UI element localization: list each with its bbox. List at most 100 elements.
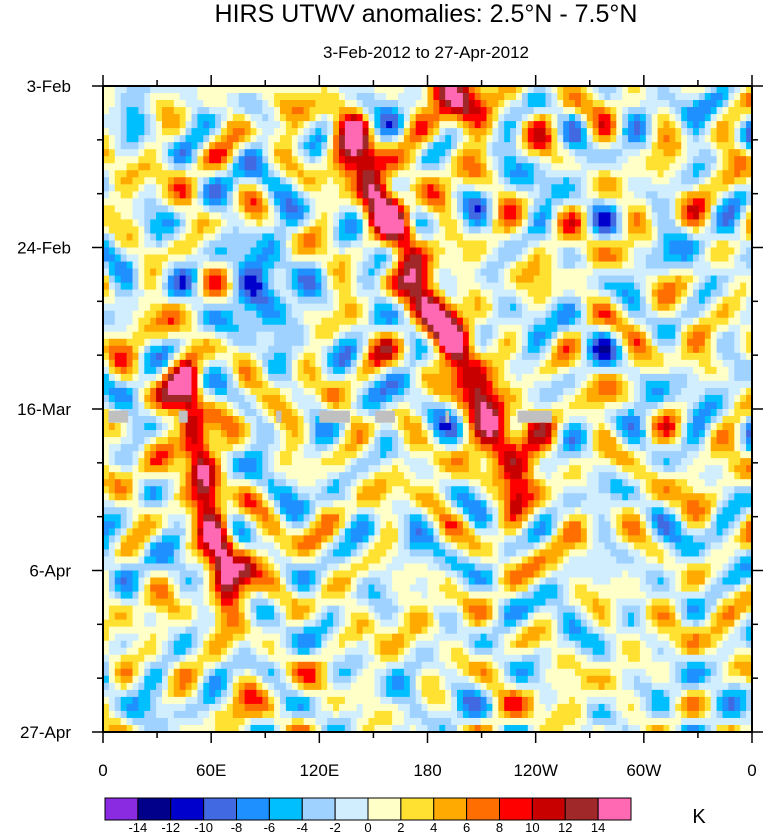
anomaly-cell bbox=[592, 254, 600, 263]
anomaly-cell bbox=[173, 226, 181, 235]
anomaly-cell bbox=[539, 100, 547, 108]
anomaly-cell bbox=[120, 373, 128, 382]
anomaly-cell bbox=[327, 268, 334, 277]
anomaly-cell bbox=[150, 247, 157, 256]
anomaly-cell bbox=[628, 135, 635, 143]
anomaly-cell bbox=[415, 135, 423, 143]
anomaly-cell bbox=[439, 205, 446, 213]
anomaly-cell bbox=[557, 310, 564, 319]
anomaly-cell bbox=[521, 156, 529, 164]
anomaly-cell bbox=[604, 233, 611, 242]
anomaly-cell bbox=[250, 240, 257, 249]
anomaly-cell bbox=[250, 219, 257, 228]
anomaly-cell bbox=[693, 331, 700, 340]
anomaly-cell bbox=[746, 296, 753, 305]
anomaly-cell bbox=[327, 282, 334, 291]
anomaly-cell bbox=[433, 247, 440, 256]
anomaly-cell bbox=[250, 338, 257, 347]
anomaly-cell bbox=[616, 219, 623, 228]
anomaly-cell bbox=[492, 338, 499, 347]
anomaly-cell bbox=[315, 373, 322, 382]
anomaly-cell bbox=[150, 100, 157, 108]
anomaly-cell bbox=[462, 359, 470, 368]
anomaly-cell bbox=[669, 310, 676, 319]
anomaly-cell bbox=[510, 198, 517, 206]
anomaly-cell bbox=[639, 296, 647, 305]
anomaly-cell bbox=[403, 317, 411, 326]
anomaly-cell bbox=[144, 121, 151, 129]
anomaly-cell bbox=[539, 163, 547, 171]
anomaly-cell bbox=[639, 128, 647, 136]
anomaly-cell bbox=[285, 226, 293, 235]
anomaly-cell bbox=[144, 184, 151, 192]
anomaly-cell bbox=[722, 121, 729, 129]
anomaly-cell bbox=[215, 254, 222, 263]
anomaly-cell bbox=[457, 310, 464, 319]
anomaly-cell bbox=[598, 135, 606, 143]
anomaly-cell bbox=[675, 184, 682, 192]
anomaly-cell bbox=[244, 184, 252, 192]
anomaly-cell bbox=[486, 345, 493, 354]
anomaly-cell bbox=[439, 261, 446, 270]
anomaly-cell bbox=[628, 310, 635, 319]
anomaly-cell bbox=[439, 296, 446, 305]
anomaly-cell bbox=[439, 373, 446, 382]
anomaly-cell bbox=[728, 282, 735, 291]
anomaly-cell bbox=[409, 296, 417, 305]
anomaly-cell bbox=[569, 310, 576, 319]
anomaly-cell bbox=[144, 331, 151, 340]
anomaly-cell bbox=[492, 345, 499, 354]
anomaly-cell bbox=[710, 387, 718, 396]
anomaly-cell bbox=[545, 191, 552, 199]
anomaly-cell bbox=[628, 352, 635, 361]
anomaly-cell bbox=[433, 135, 440, 143]
anomaly-cell bbox=[386, 387, 393, 396]
anomaly-cell bbox=[162, 93, 169, 101]
anomaly-cell bbox=[622, 331, 629, 340]
anomaly-cell bbox=[291, 373, 299, 382]
anomaly-cell bbox=[675, 86, 682, 94]
anomaly-cell bbox=[657, 394, 665, 403]
anomaly-cell bbox=[628, 219, 635, 228]
anomaly-cell bbox=[150, 352, 157, 361]
anomaly-cell bbox=[156, 387, 163, 396]
anomaly-cell bbox=[580, 247, 588, 256]
anomaly-cell bbox=[291, 86, 299, 94]
anomaly-cell bbox=[622, 135, 629, 143]
anomaly-cell bbox=[516, 142, 523, 150]
anomaly-cell bbox=[551, 93, 558, 101]
anomaly-cell bbox=[462, 170, 470, 178]
anomaly-cell bbox=[722, 366, 729, 375]
anomaly-cell bbox=[262, 121, 269, 129]
anomaly-cell bbox=[521, 170, 529, 178]
anomaly-cell bbox=[657, 359, 665, 368]
anomaly-cell bbox=[380, 261, 387, 270]
anomaly-cell bbox=[569, 184, 576, 192]
anomaly-cell bbox=[468, 226, 476, 235]
anomaly-cell bbox=[262, 254, 269, 263]
anomaly-cell bbox=[598, 247, 606, 256]
anomaly-cell bbox=[179, 345, 187, 354]
anomaly-cell bbox=[103, 184, 110, 192]
anomaly-cell bbox=[645, 198, 653, 206]
anomaly-cell bbox=[563, 205, 570, 213]
anomaly-cell bbox=[622, 198, 629, 206]
anomaly-cell bbox=[722, 359, 729, 368]
anomaly-cell bbox=[474, 303, 482, 312]
anomaly-cell bbox=[728, 205, 735, 213]
anomaly-cell bbox=[563, 163, 570, 171]
anomaly-cell bbox=[167, 100, 175, 108]
anomaly-cell bbox=[557, 282, 564, 291]
anomaly-cell bbox=[197, 156, 204, 164]
anomaly-cell bbox=[639, 107, 647, 115]
anomaly-cell bbox=[427, 107, 434, 115]
anomaly-cell bbox=[268, 359, 275, 368]
anomaly-cell bbox=[167, 268, 175, 277]
anomaly-cell bbox=[634, 212, 641, 221]
anomaly-cell bbox=[510, 289, 517, 298]
anomaly-cell bbox=[645, 121, 653, 129]
anomaly-cell bbox=[262, 142, 269, 150]
anomaly-cell bbox=[386, 191, 393, 199]
anomaly-cell bbox=[527, 254, 535, 263]
anomaly-cell bbox=[315, 394, 322, 403]
